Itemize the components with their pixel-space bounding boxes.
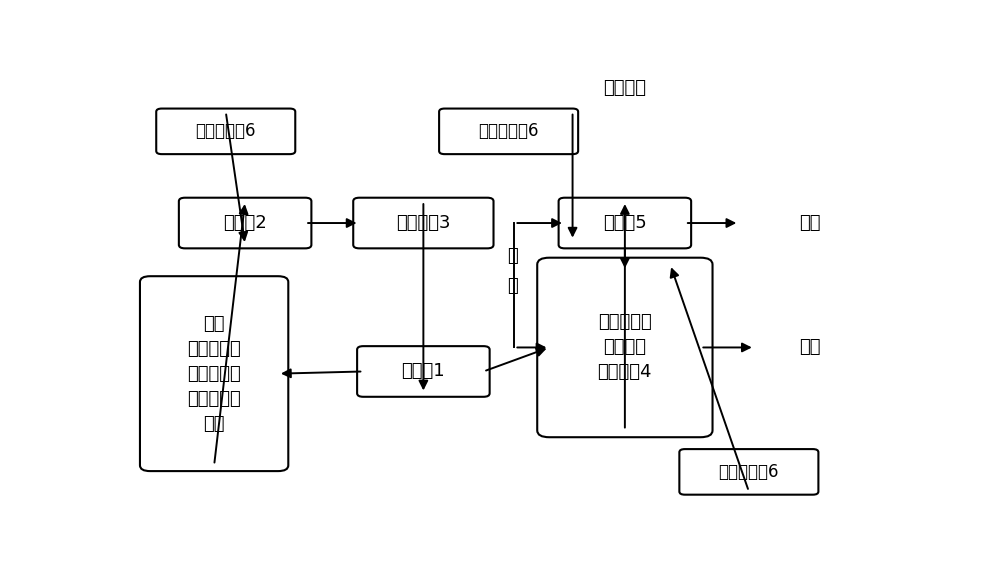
FancyBboxPatch shape <box>679 449 818 494</box>
Text: 集水池2: 集水池2 <box>223 214 267 232</box>
Text: 药剂投放器6: 药剂投放器6 <box>196 122 256 141</box>
FancyBboxPatch shape <box>357 346 490 397</box>
Text: 排放: 排放 <box>799 338 821 357</box>
FancyBboxPatch shape <box>156 108 295 154</box>
FancyBboxPatch shape <box>439 108 578 154</box>
Text: 压泥机5: 压泥机5 <box>603 214 647 232</box>
Text: 药剂投放器6: 药剂投放器6 <box>478 122 539 141</box>
Text: 清水池1: 清水池1 <box>402 362 445 380</box>
FancyBboxPatch shape <box>537 257 713 437</box>
Text: 用户
包括磨床、
加工中心等
不锈钢加工
机床: 用户 包括磨床、 加工中心等 不锈钢加工 机床 <box>187 315 241 433</box>
FancyBboxPatch shape <box>179 198 311 248</box>
FancyBboxPatch shape <box>140 276 288 471</box>
Text: 酸碱中和、
除油沉淀
处理装置4: 酸碱中和、 除油沉淀 处理装置4 <box>598 314 652 382</box>
Text: 不锈钢屑: 不锈钢屑 <box>603 79 646 97</box>
FancyBboxPatch shape <box>559 198 691 248</box>
Text: 回
水: 回 水 <box>507 247 518 295</box>
Text: 过滤装置3: 过滤装置3 <box>396 214 451 232</box>
FancyBboxPatch shape <box>353 198 494 248</box>
Text: 泥饼: 泥饼 <box>799 214 821 232</box>
Text: 药剂投放器6: 药剂投放器6 <box>719 463 779 481</box>
